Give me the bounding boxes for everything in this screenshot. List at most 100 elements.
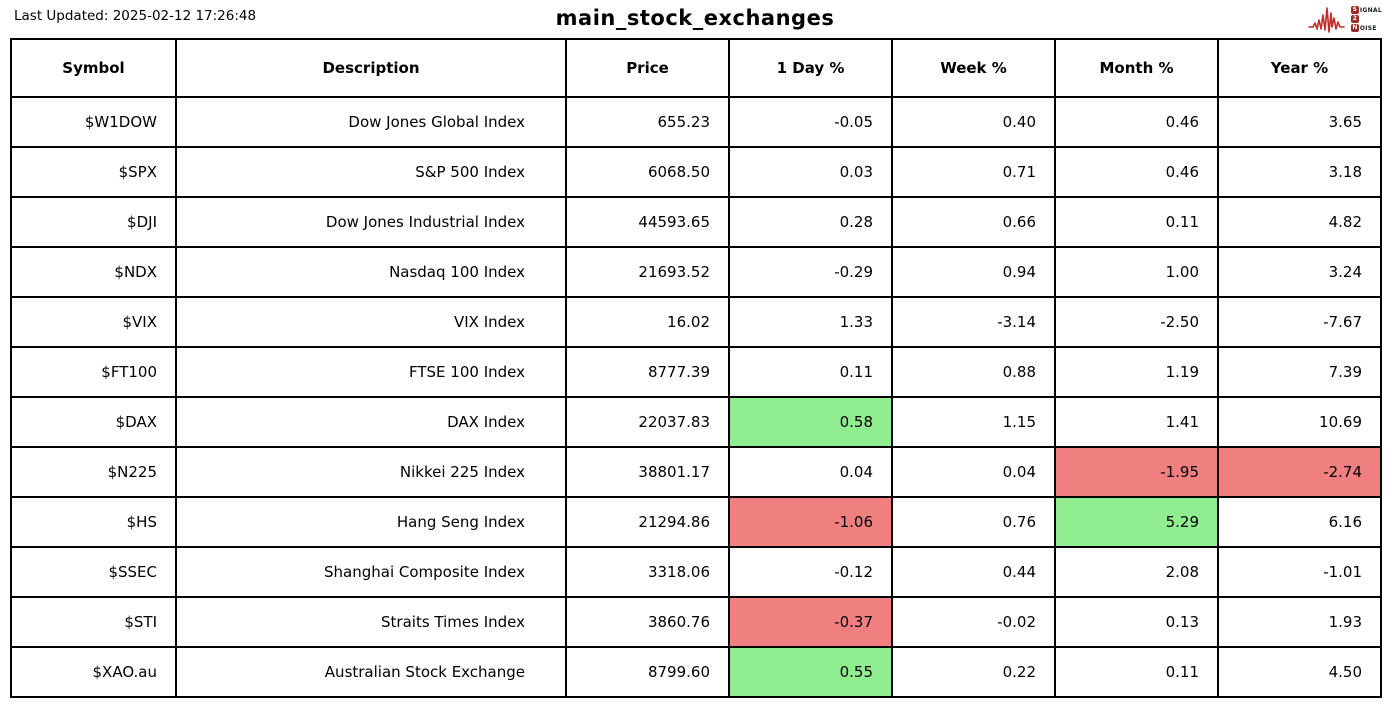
waveform-icon — [1308, 7, 1345, 33]
value-cell: 8777.39 — [565, 346, 730, 398]
logo-text-noise: OISE — [1359, 24, 1377, 32]
table-row: $SSEC Shanghai Composite Index 3318.06 -0.1… — [10, 546, 1382, 598]
value-cell: 0.46 — [1054, 146, 1219, 198]
value-cell: 3.24 — [1217, 246, 1382, 298]
description-cell: Dow Jones Global Index — [175, 96, 567, 148]
value-cell: 0.03 — [728, 146, 893, 198]
symbol-cell: $DJI — [10, 196, 177, 248]
value-cell: 1.41 — [1054, 396, 1219, 448]
table-row: $STI Straits Times Index 3860.76 -0.37 -0.02… — [10, 596, 1382, 648]
value-cell: -1.95 — [1054, 446, 1219, 498]
symbol-cell: $HS — [10, 496, 177, 548]
symbol-cell: $SPX — [10, 146, 177, 198]
description-cell: Nasdaq 100 Index — [175, 246, 567, 298]
value-cell: -0.12 — [728, 546, 893, 598]
description-cell: DAX Index — [175, 396, 567, 448]
logo-badge-2: 2 — [1350, 15, 1359, 23]
table-row: $DJI Dow Jones Industrial Index 44593.65 0.… — [10, 196, 1382, 248]
value-cell: 16.02 — [565, 296, 730, 348]
value-cell: -0.05 — [728, 96, 893, 148]
description-cell: Dow Jones Industrial Index — [175, 196, 567, 248]
value-cell: 0.71 — [891, 146, 1056, 198]
value-cell: 3318.06 — [565, 546, 730, 598]
value-cell: 0.04 — [728, 446, 893, 498]
header-cell-1-day-: 1 Day % — [728, 38, 893, 98]
table-row: $N225 Nikkei 225 Index 38801.17 0.04 0.04 -1.… — [10, 446, 1382, 498]
value-cell: -7.67 — [1217, 296, 1382, 348]
symbol-cell: $VIX — [10, 296, 177, 348]
table-row: $XAO.au Australian Stock Exchange 8799.60 0… — [10, 646, 1382, 698]
logo-text-signal: IGNAL — [1359, 6, 1382, 14]
logo-badge-n: N — [1350, 24, 1359, 32]
value-cell: 0.22 — [891, 646, 1056, 698]
header-cell-year-: Year % — [1217, 38, 1382, 98]
value-cell: 0.04 — [891, 446, 1056, 498]
value-cell: 22037.83 — [565, 396, 730, 448]
page-title: main_stock_exchanges — [555, 6, 835, 30]
description-cell: Hang Seng Index — [175, 496, 567, 548]
value-cell: 10.69 — [1217, 396, 1382, 448]
value-cell: 21294.86 — [565, 496, 730, 548]
value-cell: 1.00 — [1054, 246, 1219, 298]
value-cell: 0.44 — [891, 546, 1056, 598]
description-cell: Nikkei 225 Index — [175, 446, 567, 498]
value-cell: 3.65 — [1217, 96, 1382, 148]
value-cell: -0.37 — [728, 596, 893, 648]
value-cell: 4.50 — [1217, 646, 1382, 698]
table-row: $HS Hang Seng Index 21294.86 -1.06 0.76 5.29 6… — [10, 496, 1382, 548]
header-cell-symbol: Symbol — [10, 38, 177, 98]
value-cell: 0.46 — [1054, 96, 1219, 148]
symbol-cell: $W1DOW — [10, 96, 177, 148]
value-cell: 0.11 — [1054, 646, 1219, 698]
table-row: $W1DOW Dow Jones Global Index 655.23 -0.05 0… — [10, 96, 1382, 148]
value-cell: 3.18 — [1217, 146, 1382, 198]
logo-badge-s: S — [1350, 6, 1359, 14]
top-bar: Last Updated: 2025-02-12 17:26:48 main_s… — [0, 0, 1390, 38]
value-cell: 3860.76 — [565, 596, 730, 648]
value-cell: 44593.65 — [565, 196, 730, 248]
value-cell: 4.82 — [1217, 196, 1382, 248]
value-cell: 0.13 — [1054, 596, 1219, 648]
description-cell: S&P 500 Index — [175, 146, 567, 198]
stock-exchanges-table: Symbol Description Price 1 Day % Week % Month… — [10, 38, 1382, 698]
header-cell-week-: Week % — [891, 38, 1056, 98]
value-cell: -0.29 — [728, 246, 893, 298]
table-row: $DAX DAX Index 22037.83 0.58 1.15 1.41 10.69 — [10, 396, 1382, 448]
value-cell: 21693.52 — [565, 246, 730, 298]
header-cell-month-: Month % — [1054, 38, 1219, 98]
value-cell: 0.66 — [891, 196, 1056, 248]
table-body: $W1DOW Dow Jones Global Index 655.23 -0.05 0… — [10, 96, 1382, 698]
value-cell: 655.23 — [565, 96, 730, 148]
value-cell: -0.02 — [891, 596, 1056, 648]
value-cell: 1.33 — [728, 296, 893, 348]
value-cell: 7.39 — [1217, 346, 1382, 398]
value-cell: 0.88 — [891, 346, 1056, 398]
value-cell: 0.11 — [728, 346, 893, 398]
value-cell: 5.29 — [1054, 496, 1219, 548]
value-cell: -2.74 — [1217, 446, 1382, 498]
value-cell: 0.94 — [891, 246, 1056, 298]
symbol-cell: $XAO.au — [10, 646, 177, 698]
description-cell: Straits Times Index — [175, 596, 567, 648]
value-cell: -2.50 — [1054, 296, 1219, 348]
value-cell: 0.76 — [891, 496, 1056, 548]
value-cell: 1.93 — [1217, 596, 1382, 648]
table-row: $VIX VIX Index 16.02 1.33 -3.14 -2.50 -7.67 — [10, 296, 1382, 348]
value-cell: 0.55 — [728, 646, 893, 698]
table-row: $SPX S&P 500 Index 6068.50 0.03 0.71 0.46 3.18 — [10, 146, 1382, 198]
value-cell: 0.28 — [728, 196, 893, 248]
value-cell: -1.01 — [1217, 546, 1382, 598]
symbol-cell: $NDX — [10, 246, 177, 298]
table-row: $NDX Nasdaq 100 Index 21693.52 -0.29 0.94 1.0… — [10, 246, 1382, 298]
description-cell: VIX Index — [175, 296, 567, 348]
value-cell: 0.58 — [728, 396, 893, 448]
last-updated-timestamp: Last Updated: 2025-02-12 17:26:48 — [14, 8, 257, 24]
table-row: $FT100 FTSE 100 Index 8777.39 0.11 0.88 1.19 7… — [10, 346, 1382, 398]
symbol-cell: $STI — [10, 596, 177, 648]
value-cell: 8799.60 — [565, 646, 730, 698]
value-cell: 2.08 — [1054, 546, 1219, 598]
description-cell: FTSE 100 Index — [175, 346, 567, 398]
logo-text: S IGNAL 2 N OISE — [1350, 6, 1382, 32]
value-cell: 6.16 — [1217, 496, 1382, 548]
header-cell-description: Description — [175, 38, 567, 98]
